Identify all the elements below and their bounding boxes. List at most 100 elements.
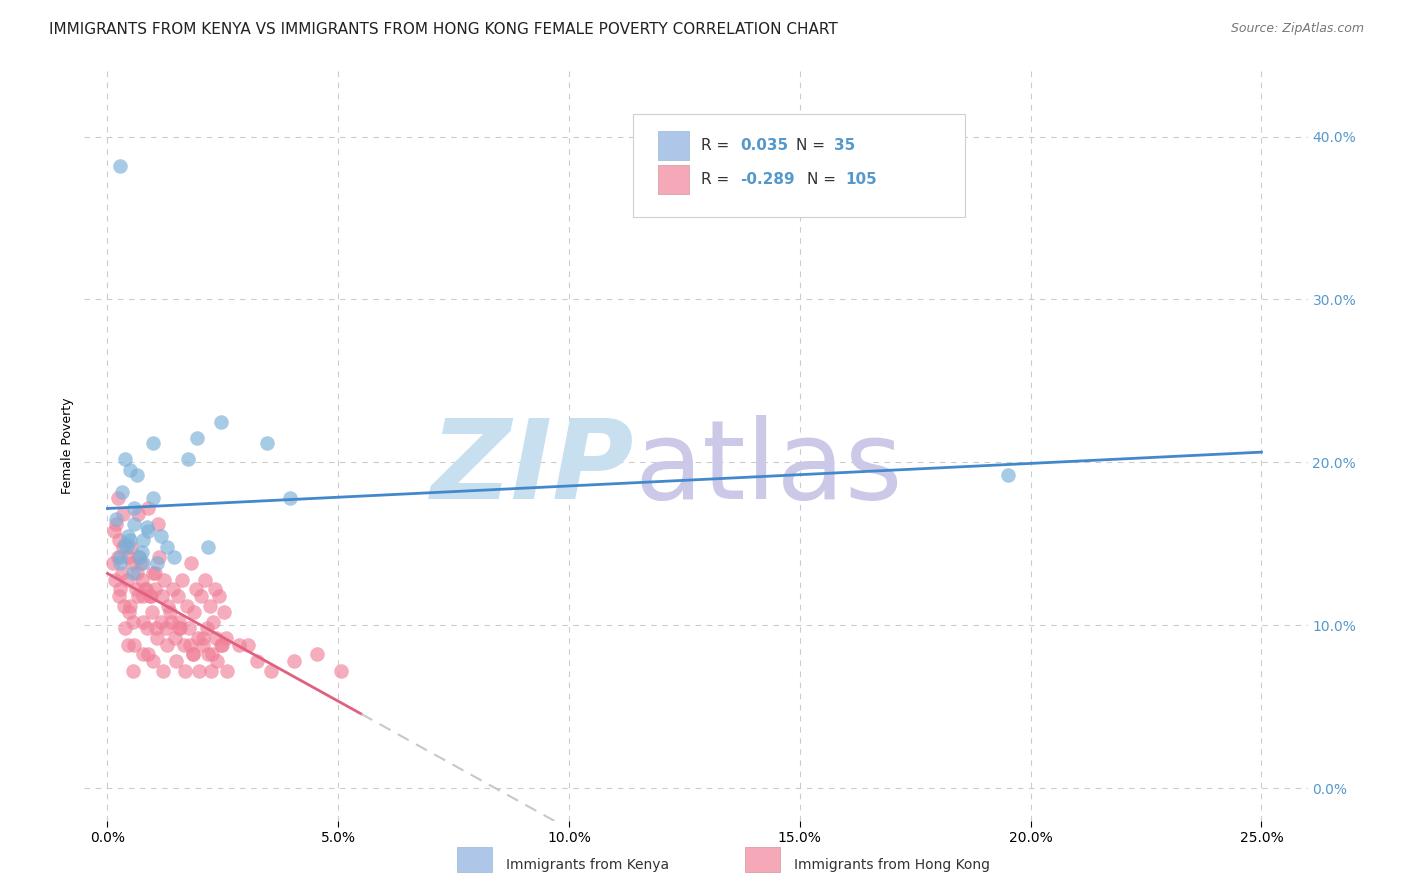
Point [112, 540, 135, 554]
Point [107, 533, 129, 548]
Point [195, 622, 218, 636]
Point [118, 599, 141, 613]
Point [190, 589, 212, 603]
Point [111, 566, 134, 580]
Point [329, 664, 352, 678]
Point [211, 638, 233, 652]
Text: ZIP: ZIP [432, 415, 636, 522]
Point [127, 468, 149, 483]
Point [197, 648, 219, 662]
Point [186, 431, 208, 445]
Point [177, 622, 200, 636]
Point [139, 589, 162, 603]
Point [132, 556, 155, 570]
Point [201, 615, 224, 629]
Text: R =: R = [700, 138, 734, 153]
Point [131, 573, 153, 587]
Point [278, 491, 301, 505]
Point [155, 638, 177, 652]
Point [128, 549, 150, 564]
Point [136, 500, 159, 515]
Point [209, 638, 232, 652]
Point [142, 566, 165, 580]
Point [101, 556, 124, 570]
Point [136, 622, 159, 636]
Point [180, 556, 202, 570]
Point [197, 540, 219, 554]
Point [207, 654, 229, 668]
Point [152, 573, 174, 587]
Point [193, 631, 215, 645]
Point [179, 638, 201, 652]
Point [104, 517, 127, 532]
Point [184, 582, 207, 597]
Point [107, 491, 129, 505]
Point [187, 664, 209, 678]
Point [132, 648, 155, 662]
Text: Immigrants from Hong Kong: Immigrants from Hong Kong [794, 858, 990, 872]
Text: Source: ZipAtlas.com: Source: ZipAtlas.com [1230, 22, 1364, 36]
Point [157, 599, 180, 613]
Point [131, 615, 153, 629]
Point [160, 615, 183, 629]
Point [122, 638, 145, 652]
Text: R =: R = [700, 172, 734, 187]
Text: N =: N = [796, 138, 830, 153]
Point [108, 589, 131, 603]
Point [149, 528, 172, 542]
Point [132, 589, 155, 603]
Point [166, 589, 188, 603]
Point [117, 638, 139, 652]
Point [228, 638, 250, 652]
Point [212, 605, 235, 619]
Text: N =: N = [807, 172, 841, 187]
Point [209, 415, 232, 429]
Point [111, 484, 134, 499]
Point [117, 528, 139, 542]
Point [132, 533, 155, 548]
Point [172, 573, 194, 587]
Point [111, 508, 134, 522]
Point [149, 615, 172, 629]
Point [208, 589, 231, 603]
Point [200, 664, 222, 678]
Point [120, 540, 142, 554]
Point [115, 540, 138, 554]
Point [142, 654, 165, 668]
Point [142, 491, 165, 505]
Point [114, 622, 136, 636]
Point [148, 517, 170, 532]
Point [121, 566, 143, 580]
Point [115, 573, 138, 587]
Point [128, 549, 150, 564]
Point [114, 452, 136, 467]
Point [122, 517, 145, 532]
Point [117, 549, 139, 564]
Point [127, 589, 149, 603]
Point [215, 664, 238, 678]
Point [155, 622, 177, 636]
Point [198, 599, 221, 613]
Point [125, 566, 148, 580]
Point [169, 615, 191, 629]
Point [205, 631, 228, 645]
Point [191, 638, 214, 652]
Point [107, 549, 129, 564]
Point [112, 599, 135, 613]
Point [152, 664, 174, 678]
Point [134, 582, 156, 597]
Point [997, 468, 1019, 483]
Point [201, 648, 224, 662]
Point [181, 648, 204, 662]
Point [307, 648, 329, 662]
Point [238, 638, 260, 652]
Point [181, 648, 204, 662]
Point [143, 566, 166, 580]
Point [163, 549, 186, 564]
Point [110, 582, 132, 597]
Point [114, 537, 136, 551]
Point [145, 622, 167, 636]
Text: atlas: atlas [636, 415, 903, 522]
Point [150, 589, 173, 603]
Point [104, 512, 127, 526]
